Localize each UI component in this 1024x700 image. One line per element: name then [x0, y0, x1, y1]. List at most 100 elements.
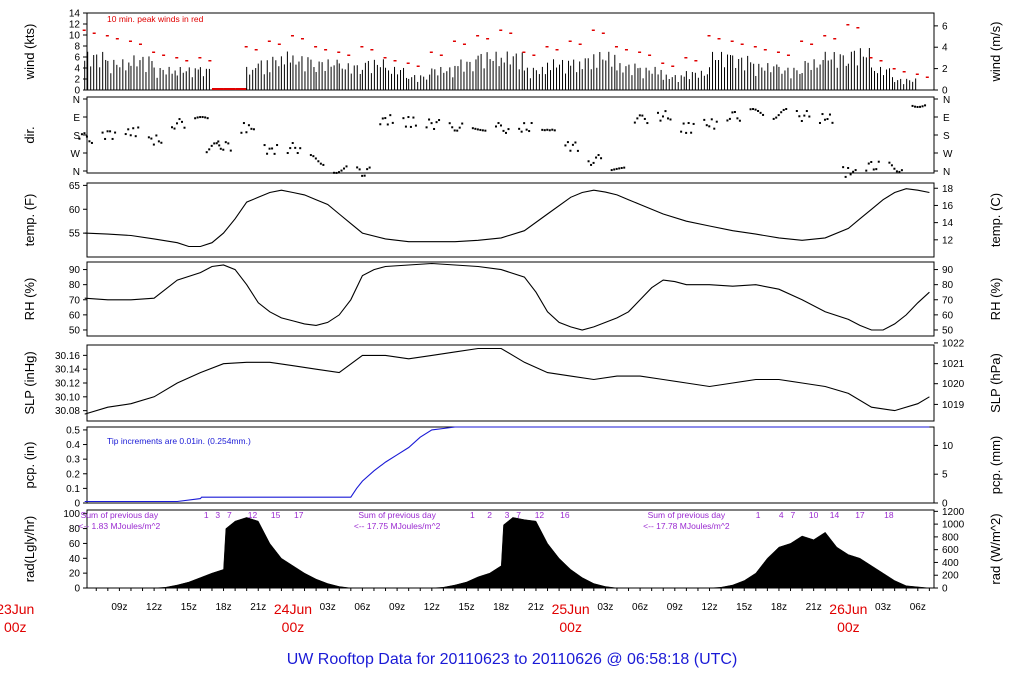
pressure-right-tick-label: 1021 [942, 359, 965, 370]
radiation-sky-marker: 1 [204, 510, 209, 520]
direction-point [381, 117, 384, 120]
pressure-ylabel-left: SLP (inHg) [22, 351, 37, 414]
direction-point [206, 117, 209, 120]
direction-point [914, 105, 917, 108]
direction-point [842, 166, 845, 169]
direction-point [217, 140, 220, 143]
direction-point [147, 136, 150, 139]
wind-peak-mark [568, 40, 572, 42]
direction-point [245, 131, 248, 134]
direction-point [738, 119, 741, 122]
direction-point [294, 146, 297, 149]
x-date-time-label: 00z [282, 619, 305, 635]
direction-point [484, 129, 487, 132]
direction-point [181, 120, 184, 123]
direction-point [893, 167, 896, 170]
direction-point [867, 162, 870, 165]
wind-peak-mark [185, 60, 189, 62]
humidity-right-tick-label: 70 [942, 295, 954, 306]
direction-point [798, 115, 801, 118]
direction-point [224, 141, 227, 144]
direction-point [752, 108, 755, 111]
direction-point [733, 110, 736, 113]
direction-point [888, 161, 891, 164]
wind-peak-mark [869, 57, 873, 59]
direction-point [322, 163, 325, 166]
direction-point [507, 128, 510, 131]
humidity-right-tick-label: 90 [942, 265, 954, 276]
direction-point [194, 117, 197, 120]
wind-peak-mark [648, 54, 652, 56]
wind-peak-mark [555, 49, 559, 51]
wind-peak-mark [476, 35, 480, 37]
direction-point [273, 152, 276, 155]
direction-point [476, 128, 479, 131]
wind-peak-mark [360, 46, 364, 48]
radiation-sky-marker: 7 [227, 510, 232, 520]
wind-peak-mark [244, 46, 248, 48]
direction-point [114, 131, 117, 134]
direction-point [438, 119, 441, 122]
direction-point [453, 129, 456, 132]
direction-point [854, 169, 857, 172]
direction-point [101, 131, 104, 134]
x-hour-label: 15z [181, 602, 197, 613]
wind-peak-mark [902, 71, 906, 73]
direction-point [173, 127, 176, 130]
direction-point [710, 118, 713, 121]
wind-peak-mark [175, 57, 179, 59]
direction-point [785, 108, 788, 111]
wind-peak-mark [337, 51, 341, 53]
direction-point [546, 128, 549, 131]
radiation-sky-marker: 14 [830, 510, 840, 520]
direction-left-tick-label: N [73, 167, 80, 178]
direction-point [289, 147, 292, 150]
direction-point [574, 141, 577, 144]
direction-point [152, 143, 155, 146]
direction-point [803, 114, 806, 117]
direction-point [800, 119, 803, 122]
wind-peak-mark [578, 43, 582, 45]
direction-point [433, 127, 436, 130]
direction-point [680, 130, 683, 133]
wind-peak-mark [846, 24, 850, 26]
direction-point [389, 114, 392, 117]
direction-point [872, 168, 875, 171]
wind-peak-mark [707, 35, 711, 37]
x-hour-label: 03z [875, 602, 891, 613]
direction-point [870, 160, 873, 163]
radiation-left-tick-label: 100 [63, 509, 80, 520]
wind-peak-mark [740, 43, 744, 45]
direction-point [160, 141, 163, 144]
direction-point [171, 126, 174, 129]
wind-peak-mark [383, 57, 387, 59]
direction-point [340, 169, 343, 172]
radiation-left-tick-label: 80 [69, 524, 81, 535]
direction-point [176, 122, 179, 125]
radiation-area [84, 517, 930, 589]
wind-peak-mark [152, 51, 156, 53]
direction-point [620, 166, 623, 169]
radiation-left-tick-label: 0 [74, 584, 80, 595]
direction-point [610, 169, 613, 172]
direction-point [818, 121, 821, 124]
wind-peak-mark [684, 57, 688, 59]
direction-left-tick-label: W [71, 149, 81, 160]
humidity-left-tick-label: 80 [69, 280, 81, 291]
radiation-right-tick-label: 600 [942, 545, 959, 556]
wind-peak-mark [915, 73, 919, 75]
radiation-right-tick-label: 0 [942, 584, 948, 595]
humidity-ylabel-left: RH (%) [22, 278, 37, 321]
direction-point [646, 122, 649, 125]
humidity-left-tick-label: 90 [69, 265, 81, 276]
temperature-right-tick-label: 14 [942, 218, 954, 229]
radiation-sum-label: Sum of previous day [358, 510, 436, 520]
direction-point [852, 170, 855, 173]
direction-point [337, 171, 340, 174]
direction-point [127, 128, 130, 131]
direction-point [726, 119, 729, 122]
direction-point [218, 144, 221, 147]
temperature-right-tick-label: 16 [942, 201, 954, 212]
wind-left-tick-label: 0 [74, 86, 80, 97]
chart-footer-title: UW Rooftop Data for 20110623 to 20110626… [286, 651, 738, 668]
